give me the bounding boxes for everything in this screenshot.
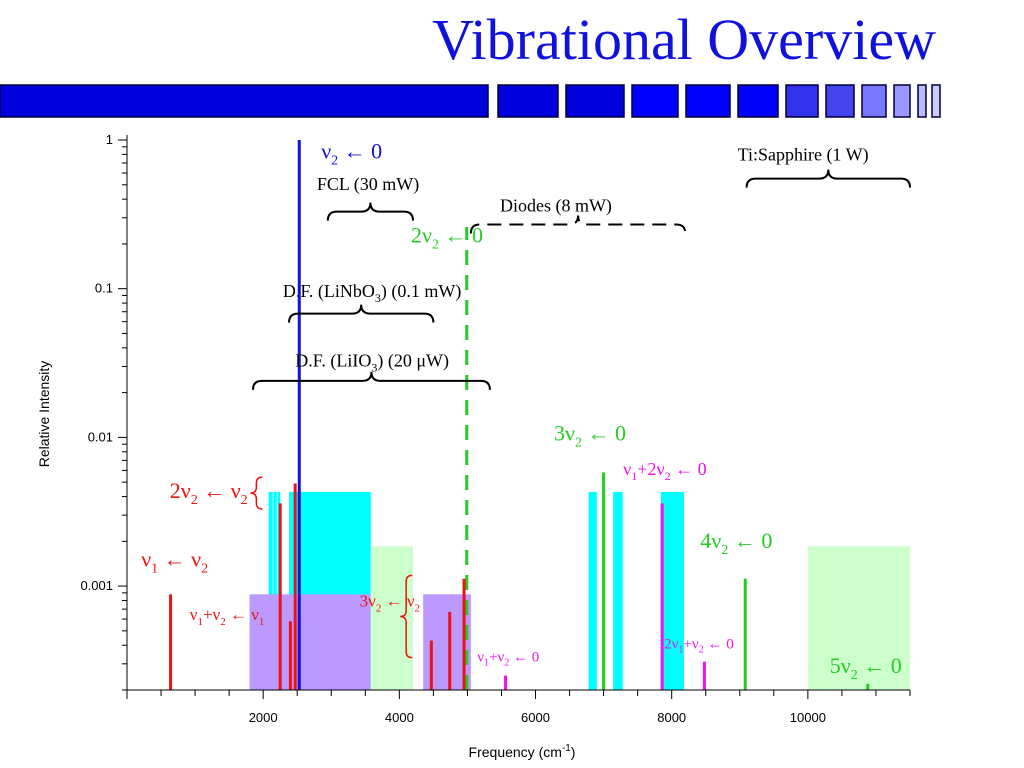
chart-axes: 2000 4000 6000 8000 10000 1 0.1 0.01 0.001 — [80, 132, 911, 725]
y-tick-label: 0.01 — [88, 429, 113, 444]
slide-title: Vibrational Overview — [432, 7, 936, 72]
laser-regions — [249, 491, 910, 690]
x-axis-title: Frequency (cm-1) — [469, 743, 576, 760]
banner-segment — [631, 84, 679, 118]
side-brace — [400, 574, 413, 659]
chart-annotations: ν2​ ← 0 2ν2​ ← 0 3ν2​ ← 0 4ν2​ ← 0 5ν2​ ← 0 ν… — [141, 139, 902, 683]
y-axis-title: Relative Intensity — [36, 361, 52, 468]
banner-segment — [737, 84, 779, 118]
x-tick-label: 6000 — [521, 710, 550, 725]
banner-segment — [685, 84, 731, 118]
x-tick-label: 4000 — [385, 710, 414, 725]
laser-region — [273, 491, 277, 690]
annotation-label: Ti:Sapphire (1 W) — [738, 144, 869, 165]
range-brace — [251, 371, 491, 390]
y-tick-label: 1 — [106, 132, 113, 147]
range-brace — [745, 169, 911, 188]
annotation-label: 2ν1​+ν2​ ← 0 — [664, 637, 734, 656]
annotation-label: D.F. (LiNbO3​) (0.1 mW) — [283, 281, 462, 305]
annotation-label: 3ν2​ ← ν2​ — [360, 591, 420, 614]
range-brace — [288, 304, 435, 323]
title-banner — [0, 84, 941, 118]
transition-lines — [169, 140, 870, 690]
annotation-label: 5ν2​ ← 0 — [830, 653, 902, 683]
x-tick-label: 10000 — [790, 710, 826, 725]
x-tick-label: 8000 — [657, 710, 686, 725]
y-tick-label: 0.1 — [95, 281, 113, 296]
annotation-label: FCL (30 mW) — [317, 174, 419, 195]
annotation-label: Diodes (8 mW) — [500, 196, 612, 217]
laser-region — [588, 491, 597, 690]
annotation-label: 4ν2​ ← 0 — [700, 528, 772, 558]
laser-region — [249, 594, 371, 690]
laser-region — [613, 491, 623, 690]
x-tick-label: 2000 — [249, 710, 278, 725]
banner-segment — [893, 84, 911, 118]
y-tick-label: 0.001 — [80, 578, 113, 593]
laser-region — [370, 546, 413, 690]
banner-segment — [497, 84, 559, 118]
annotation-label: ν1​+ν2​ ← ν1​ — [190, 605, 265, 628]
laser-region — [268, 491, 273, 690]
banner-segment — [785, 84, 819, 118]
banner-segment — [861, 84, 887, 118]
annotation-label: ν2​ ← 0 — [321, 139, 382, 169]
side-brace — [250, 476, 263, 510]
annotation-label: 2ν2​ ← 0 — [411, 222, 483, 252]
banner-segment — [565, 84, 625, 118]
laser-region — [807, 546, 910, 690]
annotation-label: 3ν2​ ← 0 — [554, 421, 626, 451]
annotation-label: D.F. (LiIO3​) (20 μW) — [295, 350, 449, 374]
annotation-label: ν1​+ν2​ ← 0 — [477, 650, 539, 669]
banner-segment — [825, 84, 855, 118]
banner-segment — [931, 84, 941, 118]
banner-segment — [0, 84, 489, 118]
laser-region — [660, 491, 684, 690]
range-brace — [326, 202, 414, 221]
annotation-label: ν1​ ← ν2​ — [141, 547, 208, 577]
annotation-label: ν1​+2ν2​ ← 0 — [623, 459, 706, 483]
range-brace — [469, 215, 687, 234]
annotation-label: 2ν2​ ← ν2​ — [170, 478, 248, 508]
banner-segment — [917, 84, 927, 118]
